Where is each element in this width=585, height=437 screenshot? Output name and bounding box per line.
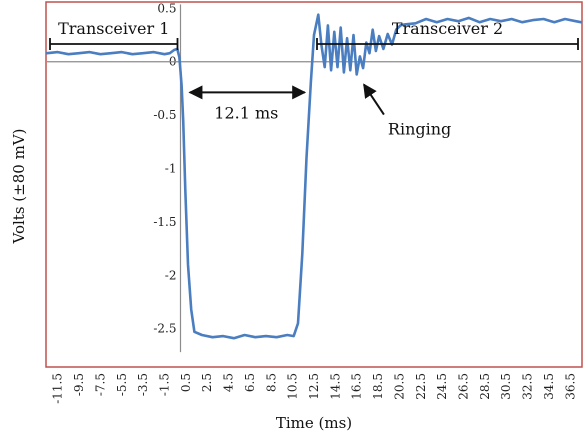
x-tick-label: 4.5 [222, 373, 236, 392]
y-tick-label: -0.5 [153, 108, 176, 122]
x-tick-label: -5.5 [115, 373, 129, 396]
series-line-0 [45, 13, 583, 340]
y-axis-label: Volts (±80 mV) [10, 129, 28, 245]
x-tick-label: 34.5 [542, 373, 556, 400]
x-tick-label: 2.5 [200, 373, 214, 392]
y-tick-label: -2.5 [153, 322, 176, 336]
x-tick-label: 0.5 [179, 373, 193, 392]
x-axis-label: Time (ms) [276, 414, 352, 432]
x-tick-label: 6.5 [243, 373, 257, 392]
ringing-arrow [363, 83, 385, 116]
x-tick-label: 32.5 [521, 373, 535, 400]
y-tick-label: -1 [165, 161, 177, 175]
x-tick-label: -1.5 [157, 373, 171, 396]
x-tick-label: 22.5 [414, 373, 428, 400]
x-tick-label: -11.5 [51, 373, 65, 404]
interval-label: 12.1 ms [214, 103, 278, 122]
transceiver-1-label: Transceiver 1 [58, 19, 169, 38]
transceiver-2-label: Transceiver 2 [392, 19, 503, 38]
x-tick-label: -3.5 [136, 373, 150, 396]
plot-frame [45, 1, 583, 368]
x-tick-label: 24.5 [435, 373, 449, 400]
x-tick-label: 28.5 [478, 373, 492, 400]
y-tick-label: -1.5 [153, 215, 176, 229]
x-tick-label: 16.5 [350, 373, 364, 400]
x-tick-label: 10.5 [286, 373, 300, 400]
x-tick-label: 36.5 [563, 373, 577, 400]
y-tick-label: -2 [165, 268, 177, 282]
x-tick-label: 30.5 [499, 373, 513, 400]
x-tick-label: -7.5 [93, 373, 107, 396]
x-tick-label: 8.5 [264, 373, 278, 392]
x-tick-label: -9.5 [72, 373, 86, 396]
x-tick-label: 20.5 [392, 373, 406, 400]
x-tick-label: 18.5 [371, 373, 385, 400]
y-tick-label: 0.5 [157, 1, 176, 15]
x-tick-label: 14.5 [328, 373, 342, 400]
x-tick-label: 26.5 [457, 373, 471, 400]
x-tick-label: 12.5 [307, 373, 321, 400]
ringing-label: Ringing [388, 120, 451, 139]
